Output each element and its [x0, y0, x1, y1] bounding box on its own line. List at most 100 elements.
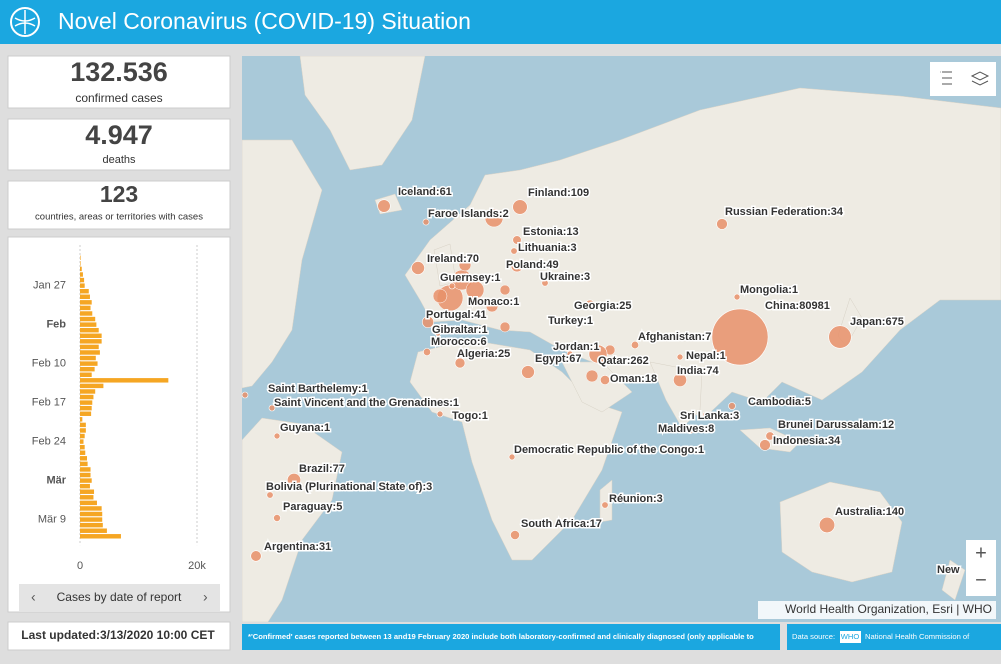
case-circle[interactable]	[630, 340, 640, 350]
zoom-in[interactable]: +	[975, 542, 987, 564]
country-label: Georgia:25	[574, 300, 631, 312]
attribution-box	[758, 601, 996, 619]
case-circle[interactable]	[422, 218, 430, 226]
case-circle[interactable]	[448, 282, 456, 290]
case-circle[interactable]	[273, 432, 281, 440]
bar-chart: 0 20k Jan 27 Feb Feb 10 Feb 17 Feb 24 Mär Mär 9	[32, 245, 206, 572]
country-label: Algeria:25	[457, 348, 510, 360]
bar	[80, 339, 102, 344]
case-circle[interactable]	[421, 315, 435, 329]
next-arrow[interactable]: ›	[203, 589, 208, 605]
country-label: Argentina:31	[264, 541, 331, 553]
bar	[80, 405, 92, 411]
update-box	[7, 621, 231, 651]
bar	[80, 272, 83, 277]
case-circle[interactable]	[268, 404, 276, 412]
case-circle[interactable]	[242, 391, 249, 399]
last-updated: Last updated:3/13/2020 10:00 CET	[21, 628, 215, 642]
bar	[80, 378, 169, 383]
case-circle[interactable]	[476, 296, 484, 304]
country-label: Democratic Republic of the Congo:1	[514, 444, 704, 456]
prev-arrow[interactable]: ‹	[31, 589, 36, 605]
stat-value: 123	[100, 181, 138, 207]
case-circle[interactable]	[711, 308, 769, 366]
bar	[80, 444, 85, 450]
layers-icon[interactable]	[970, 71, 990, 86]
case-circle[interactable]	[702, 411, 710, 419]
bar	[80, 467, 91, 472]
map-tools[interactable]	[930, 62, 996, 96]
case-circle[interactable]	[512, 235, 522, 245]
country-label: Guernsey:1	[440, 272, 501, 284]
legend-icon[interactable]	[940, 71, 952, 85]
country-label: Brazil:77	[299, 463, 345, 475]
bar	[80, 361, 98, 366]
case-circle[interactable]	[454, 357, 466, 369]
country-label: Portugal:41	[426, 309, 487, 321]
country-label: Saint Vincent and the Grenadines:1	[274, 397, 459, 409]
country-label: Estonia:13	[523, 226, 579, 238]
source-tag[interactable]: WHO	[841, 632, 860, 641]
bar	[80, 255, 81, 261]
case-circle[interactable]	[510, 530, 520, 540]
case-circle[interactable]	[601, 501, 609, 509]
case-circle[interactable]	[818, 516, 836, 534]
bar	[80, 534, 121, 539]
country-label: Jordan:1	[553, 341, 599, 353]
case-circle[interactable]	[828, 325, 852, 349]
case-circle[interactable]	[286, 472, 302, 488]
bar	[80, 489, 95, 494]
bar	[80, 344, 99, 350]
case-circle[interactable]	[759, 439, 771, 451]
case-circle[interactable]	[556, 318, 564, 326]
bar	[80, 522, 103, 528]
case-circle[interactable]	[600, 375, 610, 385]
case-circle[interactable]	[566, 350, 574, 358]
case-circle[interactable]	[588, 344, 608, 364]
case-circle[interactable]	[377, 199, 391, 213]
case-circle[interactable]	[685, 425, 695, 435]
country-label: Japan:675	[850, 316, 904, 328]
case-circle[interactable]	[584, 299, 596, 311]
land	[242, 56, 1001, 622]
case-circle[interactable]	[733, 293, 741, 301]
country-label: Brunei Darussalam:12	[778, 419, 894, 431]
case-circle[interactable]	[673, 373, 687, 387]
case-circle[interactable]	[250, 550, 262, 562]
case-circle[interactable]	[436, 410, 444, 418]
case-circle[interactable]	[541, 279, 549, 287]
case-circle[interactable]	[765, 431, 775, 441]
bar	[80, 422, 86, 428]
case-circle[interactable]	[273, 514, 281, 522]
country-label: New	[937, 564, 960, 576]
case-circle[interactable]	[434, 329, 442, 337]
case-circle[interactable]	[728, 402, 736, 410]
case-circle[interactable]	[508, 453, 516, 461]
case-circle[interactable]	[716, 218, 728, 230]
case-circle[interactable]	[411, 261, 425, 275]
y-tick-label: Mär	[46, 474, 66, 486]
case-circle[interactable]	[510, 247, 518, 255]
country-label: Ukraine:3	[540, 271, 590, 283]
case-circle[interactable]	[266, 491, 274, 499]
bar	[80, 283, 85, 288]
country-label: Iceland:61	[398, 186, 452, 198]
country-label: Gibraltar:1	[432, 324, 488, 336]
country-label: Nepal:1	[686, 350, 726, 362]
case-circle[interactable]	[512, 199, 528, 215]
case-circle[interactable]	[521, 365, 535, 379]
zoom-out[interactable]: −	[975, 569, 987, 591]
country-label: Togo:1	[452, 410, 488, 422]
bar	[80, 294, 90, 300]
country-label: Faroe Islands:2	[428, 208, 509, 220]
case-circle[interactable]	[423, 348, 431, 356]
map[interactable]: Iceland:61 Finland:109 Faroe Islands:2 Russ…	[242, 56, 1001, 622]
stat-value: 132.536	[70, 57, 168, 87]
bar	[80, 322, 97, 327]
case-circle[interactable]	[676, 353, 684, 361]
chart-switch[interactable]	[19, 584, 220, 612]
country-label: Réunion:3	[609, 493, 663, 505]
bar	[80, 472, 91, 478]
case-circle[interactable]	[510, 259, 524, 273]
